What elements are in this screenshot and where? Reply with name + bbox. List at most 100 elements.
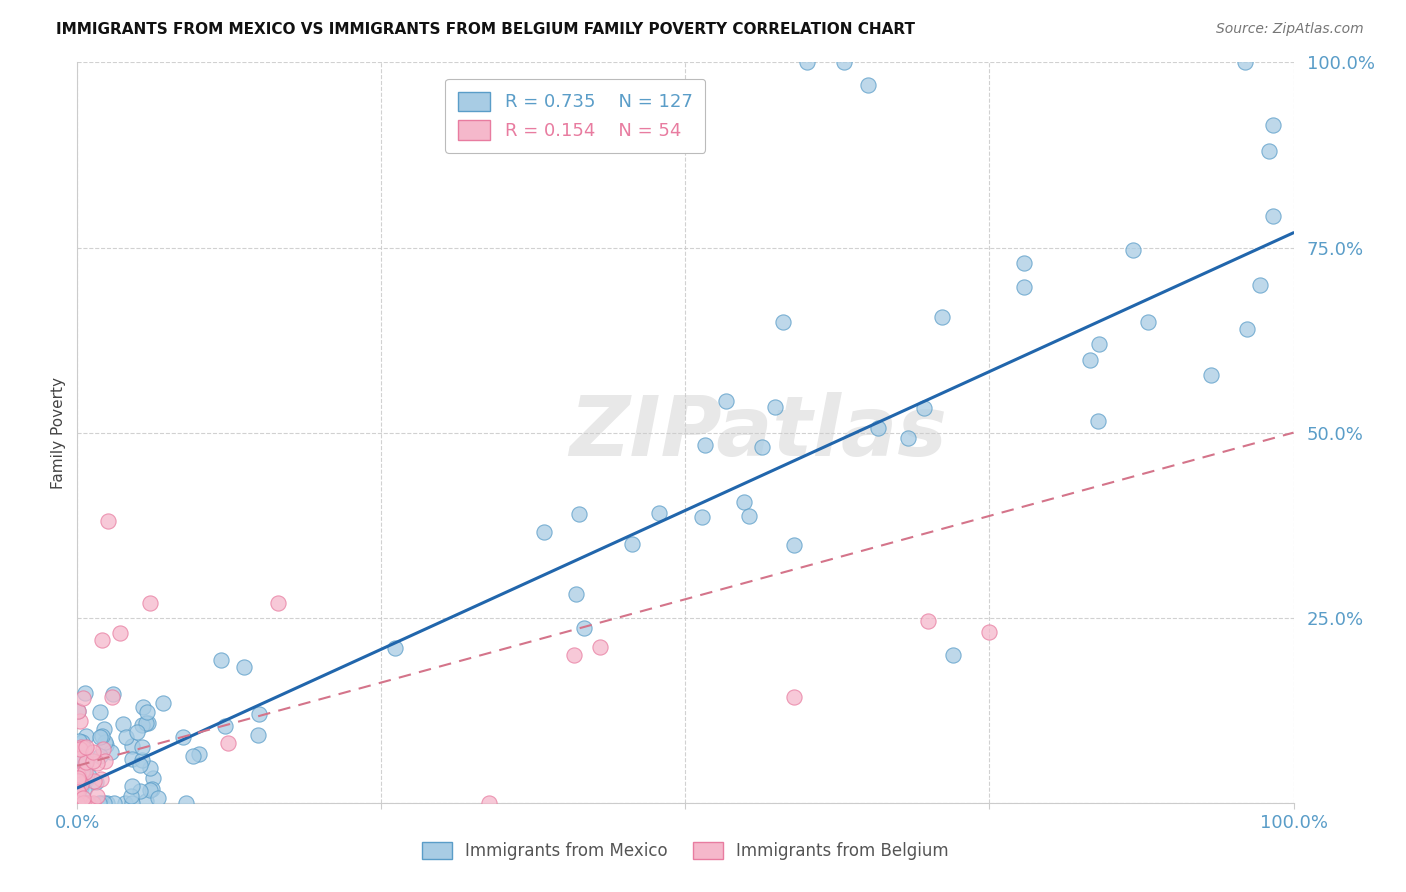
- Point: [73, 740, 96, 755]
- Point: [232, 660, 254, 674]
- Point: [69, 776, 91, 790]
- Point: [783, 690, 806, 704]
- Point: [93, 796, 115, 810]
- Point: [72, 691, 94, 706]
- Point: [66, 796, 89, 810]
- Point: [69, 796, 91, 810]
- Point: [66, 795, 89, 809]
- Point: [128, 784, 150, 798]
- Point: [142, 771, 165, 785]
- Point: [796, 55, 818, 70]
- Point: [73, 796, 96, 810]
- Point: [131, 739, 153, 754]
- Point: [69, 740, 91, 755]
- Point: [72, 765, 94, 780]
- Point: [73, 796, 96, 810]
- Point: [136, 706, 159, 720]
- Point: [66, 796, 89, 810]
- Point: [73, 764, 96, 779]
- Point: [90, 772, 112, 786]
- Point: [103, 796, 125, 810]
- Point: [67, 785, 90, 799]
- Point: [384, 640, 406, 655]
- Point: [70, 780, 93, 795]
- Point: [174, 796, 197, 810]
- Point: [562, 648, 585, 662]
- Point: [1087, 414, 1109, 428]
- Point: [69, 796, 91, 810]
- Point: [67, 776, 90, 790]
- Point: [139, 596, 162, 610]
- Point: [76, 796, 98, 810]
- Text: Source: ZipAtlas.com: Source: ZipAtlas.com: [1216, 22, 1364, 37]
- Point: [87, 796, 110, 810]
- Point: [66, 796, 89, 810]
- Point: [72, 796, 94, 810]
- Point: [100, 745, 122, 759]
- Point: [135, 794, 157, 808]
- Point: [84, 775, 107, 789]
- Point: [66, 773, 89, 788]
- Point: [89, 748, 111, 763]
- Point: [94, 734, 117, 748]
- Point: [72, 764, 94, 779]
- Point: [75, 685, 97, 699]
- Point: [82, 754, 104, 768]
- Point: [69, 796, 91, 810]
- Point: [782, 538, 804, 552]
- Point: [66, 773, 89, 788]
- Point: [66, 793, 89, 807]
- Point: [72, 750, 94, 764]
- Point: [66, 762, 89, 776]
- Point: [565, 587, 588, 601]
- Point: [977, 624, 1000, 639]
- Point: [67, 774, 90, 789]
- Point: [136, 716, 159, 731]
- Point: [75, 755, 97, 769]
- Point: [146, 791, 169, 805]
- Point: [79, 769, 101, 783]
- Point: [931, 310, 953, 324]
- Point: [172, 730, 194, 744]
- Point: [917, 614, 939, 628]
- Point: [67, 794, 90, 808]
- Point: [114, 730, 136, 744]
- Point: [108, 625, 131, 640]
- Text: IMMIGRANTS FROM MEXICO VS IMMIGRANTS FROM BELGIUM FAMILY POVERTY CORRELATION CHA: IMMIGRANTS FROM MEXICO VS IMMIGRANTS FRO…: [56, 22, 915, 37]
- Point: [131, 753, 153, 767]
- Point: [86, 756, 108, 771]
- Point: [267, 596, 290, 610]
- Point: [141, 782, 163, 797]
- Point: [70, 794, 93, 808]
- Point: [70, 735, 93, 749]
- Point: [856, 78, 879, 92]
- Point: [1136, 315, 1159, 329]
- Point: [66, 753, 89, 767]
- Point: [96, 796, 118, 810]
- Point: [66, 781, 89, 796]
- Point: [69, 796, 91, 810]
- Point: [72, 796, 94, 810]
- Point: [912, 401, 935, 415]
- Point: [73, 796, 96, 810]
- Point: [1012, 280, 1035, 294]
- Point: [139, 761, 162, 775]
- Point: [139, 782, 162, 797]
- Point: [67, 781, 90, 796]
- Point: [246, 728, 269, 742]
- Point: [866, 421, 889, 435]
- Point: [1199, 368, 1222, 383]
- Point: [69, 742, 91, 756]
- Point: [67, 771, 90, 785]
- Text: ZIPatlas: ZIPatlas: [569, 392, 948, 473]
- Point: [66, 768, 89, 782]
- Point: [73, 757, 96, 772]
- Point: [91, 742, 114, 756]
- Point: [75, 773, 97, 788]
- Point: [70, 796, 93, 810]
- Point: [693, 438, 716, 452]
- Point: [67, 796, 90, 810]
- Point: [1236, 322, 1258, 336]
- Point: [214, 719, 236, 733]
- Point: [90, 632, 112, 647]
